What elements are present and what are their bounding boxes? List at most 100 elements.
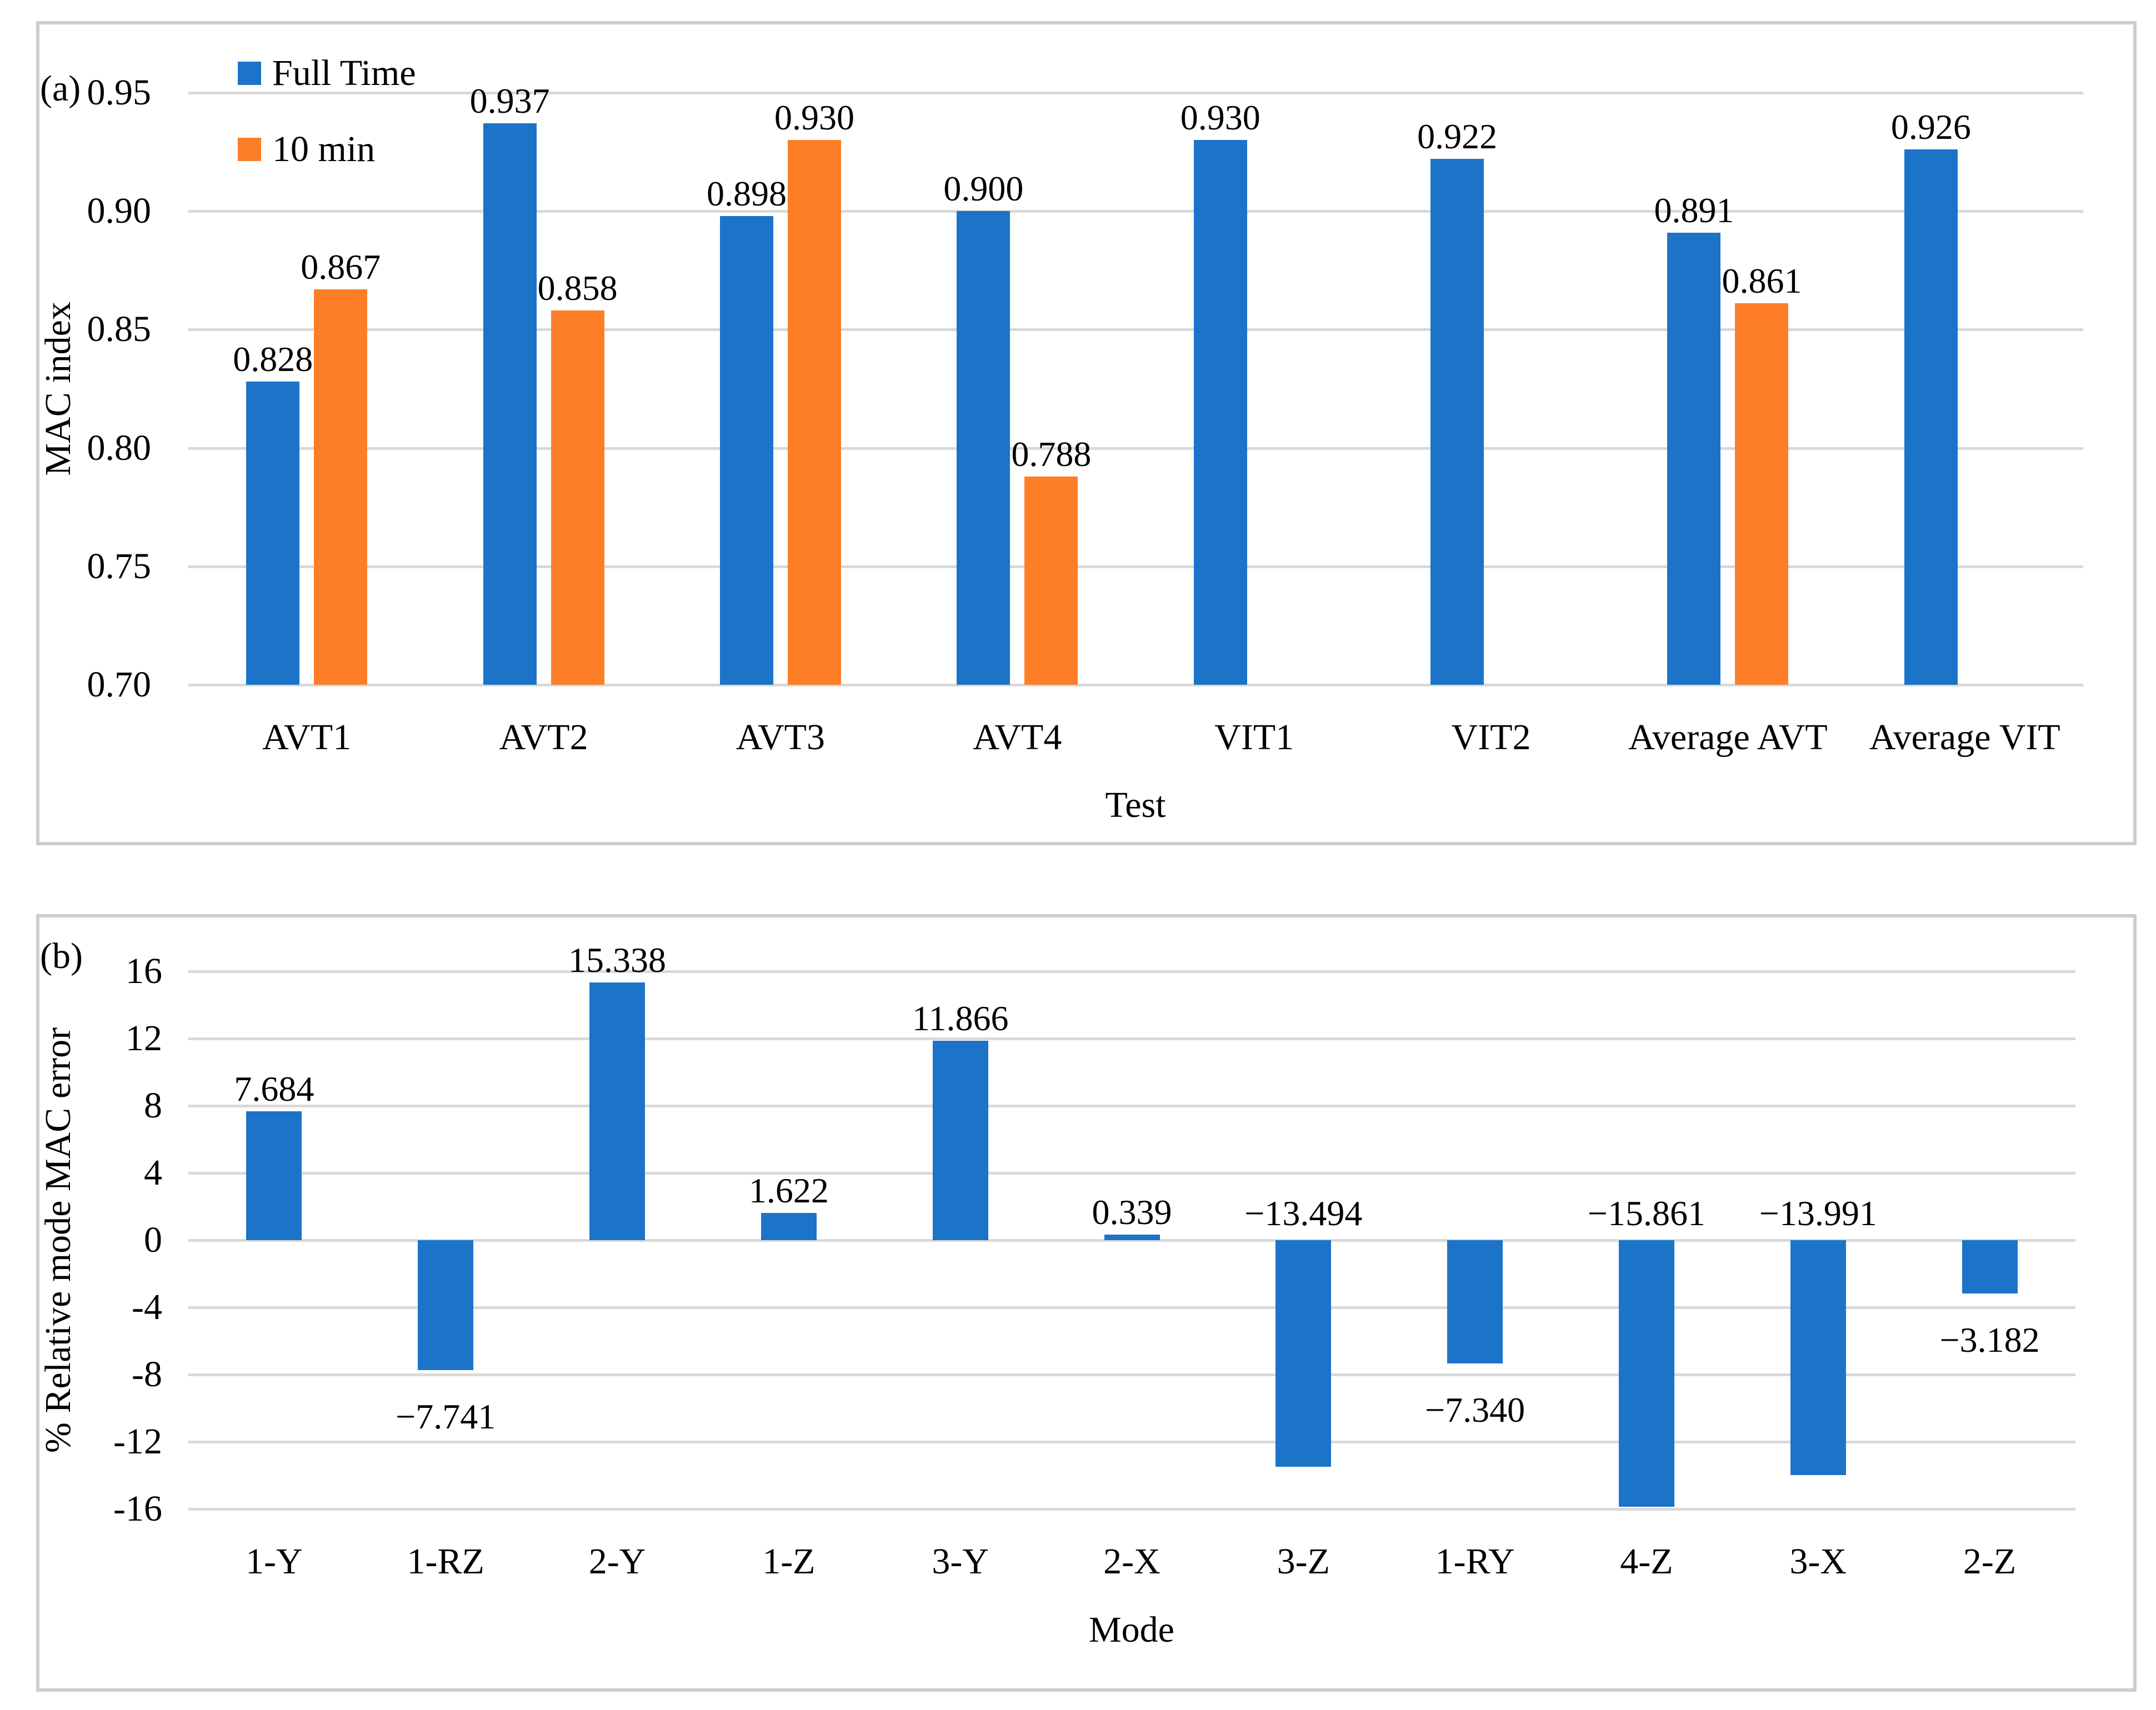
panel-b-bar <box>1790 1240 1846 1476</box>
panel-b-x-tick: 3-Z <box>1277 1541 1330 1582</box>
panel-a-value-label: 0.788 <box>1011 434 1092 474</box>
panel-a-y-tick: 0.80 <box>87 427 152 468</box>
panel-a-bar-full-time <box>719 215 773 685</box>
panel-a-y-tick: 0.90 <box>87 190 152 232</box>
panel-a-y-tick: 0.85 <box>87 309 152 350</box>
legend-item-10-min: 10 min <box>238 129 375 169</box>
panel-b-value-label: −15.861 <box>1587 1194 1705 1233</box>
panel-a-y-tick: 0.95 <box>87 72 152 113</box>
panel-a-x-tick: Average AVT <box>1628 717 1828 758</box>
panel-a-x-tick: AVT2 <box>499 717 588 758</box>
panel-a-bar-full-time <box>483 123 537 685</box>
panel-b-bar <box>932 1041 988 1240</box>
panel-b-bar <box>1104 1234 1160 1240</box>
panel-a-x-tick: VIT2 <box>1451 717 1531 758</box>
panel-b-bar <box>1962 1240 2018 1294</box>
panel-b-y-tick: 4 <box>144 1152 162 1193</box>
panel-b-x-tick: 2-X <box>1103 1541 1160 1582</box>
panel-b-gridline <box>188 970 2075 973</box>
panel-b-gridline <box>188 1306 2075 1309</box>
panel-a-gridline <box>188 92 2083 94</box>
panel-b-value-label: 1.622 <box>748 1170 829 1210</box>
panel-a-bar-full-time <box>1430 159 1484 685</box>
panel-b-value-label: 0.339 <box>1092 1192 1172 1232</box>
panel-a-y-axis-title: MAC index <box>38 302 78 476</box>
panel-a-value-label: 0.867 <box>301 247 381 287</box>
panel-b-value-label: −3.182 <box>1939 1320 2040 1360</box>
panel-a-bar-full-time <box>1193 140 1247 685</box>
panel-b-value-label: −13.494 <box>1244 1194 1363 1233</box>
panel-a-x-tick: AVT3 <box>736 717 825 758</box>
panel-a-x-tick: VIT1 <box>1214 717 1294 758</box>
panel-b-gridline <box>188 1172 2075 1175</box>
panel-b-x-tick: 1-RZ <box>407 1541 484 1582</box>
panel-b-gridline <box>188 1239 2075 1242</box>
panel-a-bar-10-min <box>787 140 841 685</box>
panel-b-y-tick: -16 <box>113 1488 162 1529</box>
panel-a-bar-full-time <box>1904 149 1958 685</box>
panel-b-x-tick: 1-Z <box>762 1541 816 1582</box>
panel-b-x-tick: 3-X <box>1789 1541 1847 1582</box>
panel-b-gridline <box>188 1373 2075 1376</box>
panel-a-gridline <box>188 210 2083 213</box>
panel-a-value-label: 0.898 <box>706 173 787 213</box>
panel-a-value-label: 0.930 <box>1180 98 1260 138</box>
panel-b-bar <box>1618 1240 1674 1507</box>
panel-a-value-label: 0.930 <box>774 98 854 138</box>
panel-a-gridline <box>188 684 2083 686</box>
panel-a-bar-10-min <box>1024 476 1078 685</box>
panel-b-bar <box>246 1111 302 1240</box>
panel-b-value-label: 15.338 <box>568 940 667 980</box>
panel-a-value-label: 0.926 <box>1890 107 1971 147</box>
panel-a-letter: (a) <box>40 68 81 109</box>
panel-b-y-tick: -8 <box>132 1354 162 1395</box>
panel-b-value-label: 7.684 <box>234 1069 314 1109</box>
panel-b-gridline <box>188 1037 2075 1040</box>
panel-b-bar <box>1447 1240 1503 1364</box>
panel-a-bar-full-time <box>246 382 300 685</box>
panel-a-value-label: 0.922 <box>1417 117 1498 157</box>
panel-a-value-label: 0.828 <box>233 339 313 379</box>
panel-b-x-axis-title: Mode <box>1089 1609 1174 1650</box>
panel-b-y-tick: 16 <box>126 951 162 991</box>
full-time-swatch-icon <box>238 62 261 85</box>
panel-b-y-tick: -4 <box>132 1287 162 1327</box>
panel-b-bar <box>761 1212 817 1240</box>
panel-a-bar-10-min <box>1735 303 1789 685</box>
panel-b-y-tick: 8 <box>144 1085 162 1126</box>
legend-label-10-min: 10 min <box>272 129 376 169</box>
panel-a-value-label: 0.861 <box>1722 261 1802 301</box>
panel-b-y-tick: 0 <box>144 1220 162 1260</box>
panel-a-value-label: 0.900 <box>943 169 1024 209</box>
panel-b-bar <box>418 1240 474 1371</box>
panel-b-gridline <box>188 1441 2075 1443</box>
panel-a-bar-10-min <box>314 289 368 685</box>
panel-b-letter: (b) <box>40 936 83 976</box>
panel-a-value-label: 0.891 <box>1654 190 1734 230</box>
panel-b-y-tick: 12 <box>126 1018 162 1059</box>
panel-b-x-tick: 3-Y <box>932 1541 989 1582</box>
ten-min-swatch-icon <box>238 138 261 161</box>
panel-b-x-tick: 2-Y <box>588 1541 646 1582</box>
panel-a-bar-full-time <box>957 211 1011 685</box>
panel-b-value-label: 11.866 <box>912 999 1009 1039</box>
panel-b-frame <box>36 914 2137 1692</box>
legend-item-full-time: Full Time <box>238 53 416 93</box>
panel-a-x-tick: Average VIT <box>1869 717 2060 758</box>
panel-b-value-label: −7.741 <box>396 1397 496 1437</box>
panel-a-x-tick: AVT1 <box>262 717 352 758</box>
panel-a-value-label: 0.858 <box>537 268 618 308</box>
panel-b-value-label: −13.991 <box>1759 1194 1877 1233</box>
legend-label-full-time: Full Time <box>272 53 416 93</box>
panel-a-value-label: 0.937 <box>469 81 550 121</box>
panel-a-gridline <box>188 328 2083 332</box>
panel-b-y-tick: -12 <box>113 1421 162 1462</box>
panel-b-x-tick: 4-Z <box>1620 1541 1673 1582</box>
panel-a-x-tick: AVT4 <box>973 717 1062 758</box>
panel-b-x-tick: 1-RY <box>1435 1541 1515 1582</box>
panel-a-y-tick: 0.75 <box>87 545 152 586</box>
panel-a-bar-10-min <box>551 310 604 685</box>
panel-a-bar-full-time <box>1667 232 1721 685</box>
panel-b-bar <box>589 982 646 1240</box>
